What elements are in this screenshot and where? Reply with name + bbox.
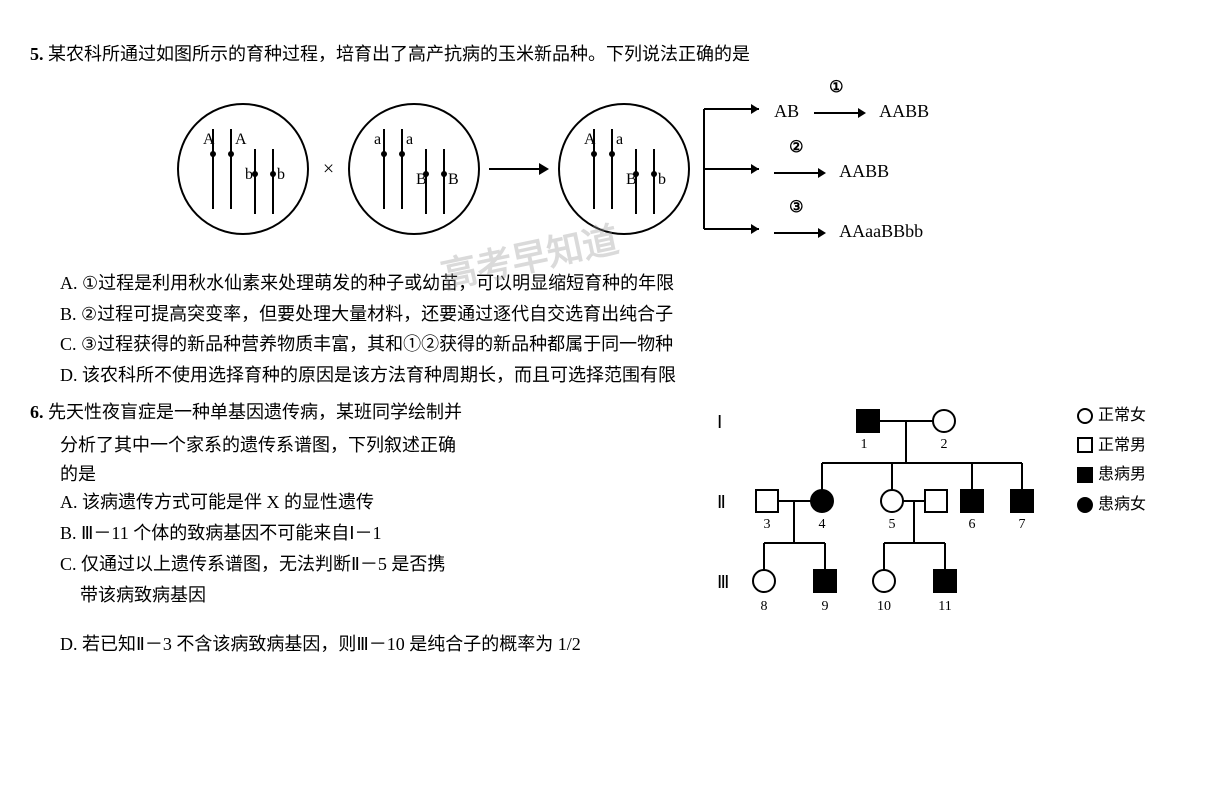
branch-2: ② AABB — [774, 157, 889, 186]
svg-text:5: 5 — [889, 517, 896, 532]
q5-stem: 5. 某农科所通过如图所示的育种过程，培育出了高产抗病的玉米新品种。下列说法正确… — [30, 40, 1192, 69]
svg-text:b: b — [277, 166, 285, 183]
legend-affected-male: 患病男 — [1077, 462, 1146, 488]
cell-2: a a B B — [344, 99, 484, 239]
legend-normal-female: 正常女 — [1077, 403, 1146, 429]
cross-symbol: × — [323, 153, 334, 185]
q6-option-b: B. Ⅲ－11 个体的致病基因不可能来自Ⅰ－1 — [60, 519, 692, 548]
svg-text:B: B — [416, 171, 427, 188]
svg-text:3: 3 — [764, 517, 771, 532]
svg-text:a: a — [406, 131, 413, 148]
branch-section: AB ① AABB ② AABB ③ — [699, 79, 1079, 259]
q6-number: 6. — [30, 402, 44, 422]
arrow-1 — [489, 159, 549, 179]
svg-text:Ⅱ: Ⅱ — [717, 492, 726, 512]
svg-text:Ⅲ: Ⅲ — [717, 572, 729, 592]
svg-text:b: b — [245, 166, 253, 183]
q5-number: 5. — [30, 44, 44, 64]
svg-text:A: A — [584, 131, 596, 148]
svg-text:a: a — [616, 131, 623, 148]
svg-text:8: 8 — [761, 599, 768, 614]
q6-option-d: D. 若已知Ⅱ－3 不含该病致病基因，则Ⅲ－10 是纯合子的概率为 1/2 — [60, 630, 1192, 659]
svg-text:Ⅰ: Ⅰ — [717, 412, 722, 432]
svg-text:a: a — [374, 131, 381, 148]
svg-text:10: 10 — [877, 599, 891, 614]
q6-intro-3: 的是 — [60, 460, 692, 489]
svg-text:7: 7 — [1019, 517, 1026, 532]
q6-option-a: A. 该病遗传方式可能是伴 X 的显性遗传 — [60, 488, 692, 517]
svg-text:A: A — [203, 131, 215, 148]
question-6: 6. 先天性夜盲症是一种单基因遗传病，某班同学绘制并 分析了其中一个家系的遗传系… — [30, 398, 1192, 659]
cell-3: A a B b — [554, 99, 694, 239]
svg-text:2: 2 — [941, 437, 948, 452]
pedigree-diagram: Ⅰ Ⅱ Ⅲ 1 2 3 — [712, 398, 1062, 628]
q5-option-d: D. 该农科所不使用选择育种的原因是该方法育种周期长，而且可选择范围有限 — [60, 361, 1192, 390]
q6-option-c1: C. 仅通过以上遗传系谱图，无法判断Ⅱ－5 是否携 — [60, 550, 692, 579]
branch-3: ③ AAaaBBbb — [774, 217, 923, 246]
q5-options: A. ①过程是利用秋水仙素来处理萌发的种子或幼苗，可以明显缩短育种的年限 B. … — [60, 269, 1192, 390]
svg-text:B: B — [448, 171, 459, 188]
q5-stem-text: 某农科所通过如图所示的育种过程，培育出了高产抗病的玉米新品种。下列说法正确的是 — [48, 44, 750, 64]
q5-option-a: A. ①过程是利用秋水仙素来处理萌发的种子或幼苗，可以明显缩短育种的年限 — [60, 269, 1192, 298]
branch-1: AB ① AABB — [774, 97, 929, 126]
pedigree-area: Ⅰ Ⅱ Ⅲ 1 2 3 — [712, 398, 1192, 628]
legend: 正常女 正常男 患病男 患病女 — [1077, 403, 1146, 628]
q5-option-b: B. ②过程可提高突变率，但要处理大量材料，还要通过逐代自交选育出纯合子 — [60, 300, 1192, 329]
legend-affected-female: 患病女 — [1077, 492, 1146, 518]
question-5: 5. 某农科所通过如图所示的育种过程，培育出了高产抗病的玉米新品种。下列说法正确… — [30, 40, 1192, 390]
svg-text:b: b — [658, 171, 666, 188]
q6-intro-2: 分析了其中一个家系的遗传系谱图，下列叙述正确 — [60, 431, 692, 460]
svg-text:11: 11 — [938, 599, 951, 614]
q6-text: 6. 先天性夜盲症是一种单基因遗传病，某班同学绘制并 分析了其中一个家系的遗传系… — [30, 398, 692, 628]
svg-text:4: 4 — [819, 517, 826, 532]
svg-text:A: A — [235, 131, 247, 148]
cell-1: A A b b — [173, 99, 313, 239]
q5-option-c: C. ③过程获得的新品种营养物质丰富，其和①②获得的新品种都属于同一物种 — [60, 330, 1192, 359]
q6-option-c2: 带该病致病基因 — [80, 581, 692, 610]
legend-normal-male: 正常男 — [1077, 433, 1146, 459]
svg-text:9: 9 — [822, 599, 829, 614]
q6-intro-1: 先天性夜盲症是一种单基因遗传病，某班同学绘制并 — [48, 402, 462, 422]
svg-text:B: B — [626, 171, 637, 188]
q5-diagram: A A b b × a a — [60, 79, 1192, 259]
svg-text:6: 6 — [969, 517, 976, 532]
svg-text:1: 1 — [861, 437, 868, 452]
